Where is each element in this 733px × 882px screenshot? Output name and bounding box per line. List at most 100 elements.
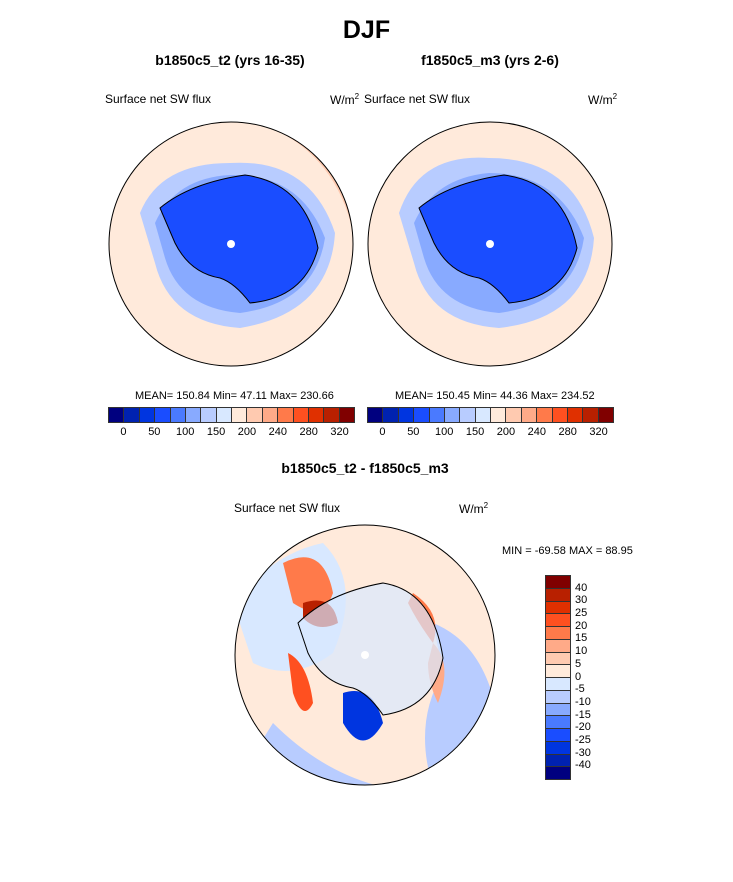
colorbar-tick-label: 30 (575, 594, 588, 607)
colorbar-box (567, 408, 584, 422)
colorbar-box (429, 408, 445, 422)
colorbar-tick-label: 100 (176, 426, 195, 438)
colorbar-tick-label: 150 (206, 426, 226, 438)
panel-2-units: W/m2 (588, 92, 617, 107)
colorbar-tick-label: 10 (575, 645, 588, 658)
colorbar-box (546, 703, 570, 717)
colorbar-box (583, 408, 599, 422)
colorbar-box (262, 408, 279, 422)
colorbar-box (139, 408, 156, 422)
panel-2-colorbar: 0 50 100 150 200 240 280 320 (367, 407, 614, 440)
colorbar-tick-label: -15 (575, 708, 591, 721)
colorbar-box (598, 408, 613, 422)
units-text: W/m (330, 93, 355, 107)
colorbar-box (491, 408, 507, 422)
colorbar-tick-label: 100 (435, 426, 454, 438)
diff-variable-label: Surface net SW flux (234, 501, 341, 515)
panel-2-variable-label: Surface net SW flux (364, 92, 471, 106)
colorbar-tick-label: 25 (575, 607, 588, 620)
colorbar-box (460, 408, 476, 422)
colorbar-box (546, 729, 570, 742)
colorbar-box (546, 690, 570, 704)
colorbar-box (546, 741, 570, 755)
colorbar-tick-label: -30 (575, 746, 591, 759)
colorbar-tick-label: 240 (268, 426, 287, 438)
colorbar-tick-label: 20 (575, 619, 588, 632)
units-text: W/m (459, 502, 484, 516)
colorbar-box (201, 408, 217, 422)
colorbar-box (537, 408, 553, 422)
colorbar-box (185, 408, 202, 422)
colorbar-tick-label: 200 (496, 426, 516, 438)
panel-1-stats: MEAN= 150.84 Min= 47.11 Max= 230.66 (135, 390, 334, 402)
colorbar-tick-label: -25 (575, 733, 591, 746)
colorbar-tick-label: 0 (120, 426, 127, 438)
colorbar-box (521, 408, 538, 422)
colorbar-tick-label: 240 (527, 426, 546, 438)
colorbar-tick-label: 150 (465, 426, 485, 438)
colorbar-box (546, 601, 570, 615)
colorbar-box (546, 754, 570, 768)
colorbar-box (247, 408, 263, 422)
colorbar-box (444, 408, 461, 422)
colorbar-box (546, 614, 570, 627)
colorbar-box (383, 408, 399, 422)
colorbar-box (506, 408, 522, 422)
colorbar-tick-label: -5 (575, 683, 585, 696)
colorbar-box (216, 408, 232, 422)
colorbar-box (368, 408, 384, 422)
panel-1-polar-map (108, 121, 354, 367)
colorbar-box (124, 408, 140, 422)
colorbar-box (546, 678, 570, 691)
colorbar-tick-label: 200 (237, 426, 257, 438)
panel-2-title: f1850c5_m3 (yrs 2-6) (421, 52, 559, 68)
colorbar-box (475, 408, 491, 422)
colorbar-box (546, 639, 570, 653)
colorbar-box (546, 576, 570, 589)
colorbar-tick-label: 320 (589, 426, 608, 438)
colorbar-box (155, 408, 171, 422)
units-sup: 2 (354, 92, 360, 101)
colorbar-box (293, 408, 309, 422)
diff-title: b1850c5_t2 - f1850c5_m3 (281, 460, 449, 476)
colorbar-tick-label: 50 (407, 426, 420, 438)
diff-stats: MIN = -69.58 MAX = 88.95 (502, 545, 633, 557)
diff-colorbar: 40 30 25 20 15 10 5 0 -5 -10 -15 -20 -25 -30 -40 (545, 575, 591, 780)
units-text: W/m (588, 93, 613, 107)
colorbar-tick-label: 280 (558, 426, 577, 438)
colorbar-box (324, 408, 340, 422)
colorbar-box (232, 408, 248, 422)
colorbar-box (414, 408, 430, 422)
colorbar-tick-label: 280 (299, 426, 318, 438)
panel-1-title: b1850c5_t2 (yrs 16-35) (155, 52, 305, 68)
colorbar-box (170, 408, 186, 422)
colorbar-box (546, 716, 570, 729)
panel-1-colorbar: 0 50 100 150 200 240 280 320 (108, 407, 355, 440)
colorbar-box (308, 408, 325, 422)
colorbar-box (546, 588, 570, 602)
colorbar-tick-label: -20 (575, 721, 591, 734)
colorbar-tick-label: 40 (575, 581, 588, 594)
panel-2-polar-map (367, 121, 613, 367)
colorbar-tick-label: 15 (575, 632, 588, 645)
diff-polar-map (234, 524, 496, 786)
colorbar-box (546, 665, 570, 678)
colorbar-boxes (367, 407, 614, 423)
diff-units: W/m2 (459, 501, 488, 516)
colorbar-tick-label: 50 (148, 426, 161, 438)
colorbar-tick-label: -40 (575, 759, 591, 772)
panel-1-variable-label: Surface net SW flux (105, 92, 212, 106)
colorbar-tick-label: -10 (575, 695, 591, 708)
colorbar-tick-label: 0 (575, 670, 582, 683)
colorbar-box (546, 652, 570, 666)
panel-1-units: W/m2 (330, 92, 359, 107)
colorbar-boxes (108, 407, 355, 423)
colorbar-tick-label: 320 (330, 426, 349, 438)
colorbar-box (546, 767, 570, 779)
colorbar-box (109, 408, 125, 422)
panel-2-stats: MEAN= 150.45 Min= 44.36 Max= 234.52 (395, 390, 595, 402)
units-sup: 2 (612, 92, 618, 101)
units-sup: 2 (483, 501, 489, 510)
colorbar-box (339, 408, 354, 422)
